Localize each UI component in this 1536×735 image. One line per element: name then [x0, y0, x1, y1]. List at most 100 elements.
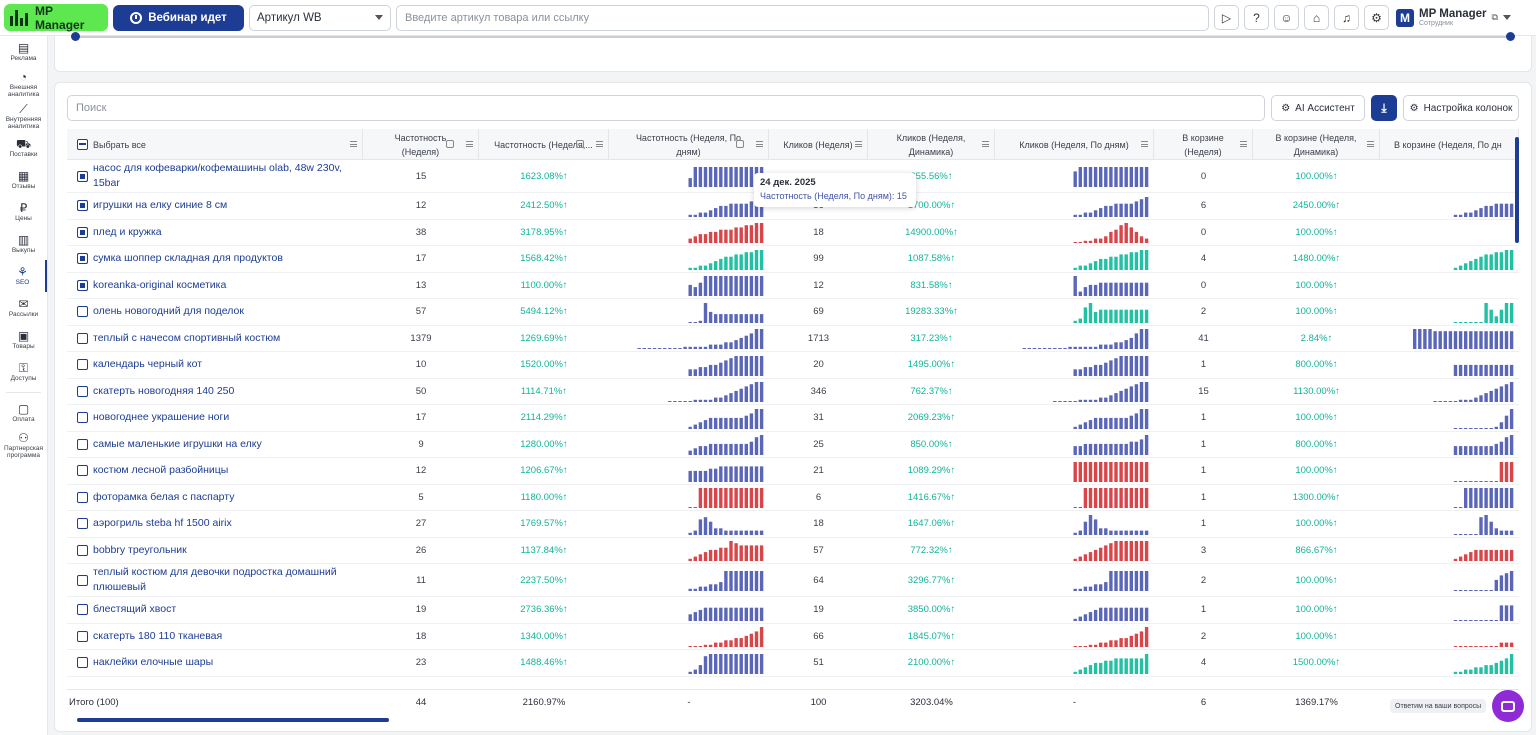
freq-sparkline[interactable]	[619, 327, 765, 350]
table-row[interactable]: игрушки на елку синие 8 см122412.50%↑361…	[67, 193, 1519, 220]
columns-settings-button[interactable]: ⚙ Настройка колонок	[1403, 95, 1519, 121]
row-checkbox[interactable]	[77, 544, 88, 556]
header-freq-week[interactable]: Частотность (Неделя)	[363, 129, 479, 160]
app-logo[interactable]: MP Manager	[4, 4, 108, 32]
freq-sparkline[interactable]	[619, 599, 765, 621]
freq-sparkline[interactable]	[619, 513, 765, 535]
keyword-text[interactable]: сумка шоппер складная для продуктов	[93, 252, 283, 265]
header-freq-dyn[interactable]: Частотность (Неделя,...	[479, 129, 609, 160]
cart-sparkline[interactable]	[1391, 625, 1515, 648]
clicks-sparkline[interactable]	[1004, 407, 1150, 429]
article-type-select[interactable]: Артикул WB	[249, 4, 391, 31]
keyword-text[interactable]: костюм лесной разбойницы	[93, 464, 229, 477]
row-checkbox[interactable]	[77, 332, 88, 344]
cart-sparkline[interactable]	[1391, 652, 1515, 674]
column-menu-icon[interactable]	[1141, 141, 1148, 147]
keyword-cell[interactable]: скатерть новогодняя 140 250	[67, 379, 363, 405]
table-row[interactable]: наклейки елочные шары 23 1488.46%↑ 51 2100.0…	[67, 650, 1519, 677]
freq-sparkline[interactable]	[619, 248, 765, 270]
keyword-text[interactable]: фоторамка белая с паспарту	[93, 490, 235, 503]
column-menu-icon[interactable]	[350, 141, 357, 147]
clicks-sparkline[interactable]	[1004, 354, 1150, 376]
keyword-text[interactable]: наклейки елочные шары	[93, 656, 214, 669]
clicks-sparkline[interactable]	[1004, 248, 1150, 270]
sidebar-item-9[interactable]: ▣ Товары	[0, 324, 47, 356]
freq-sparkline[interactable]	[619, 380, 765, 403]
cart-sparkline[interactable]	[1391, 599, 1515, 621]
graduation-icon[interactable]: ⌂	[1304, 5, 1329, 30]
row-checkbox[interactable]	[77, 170, 88, 182]
cart-sparkline[interactable]	[1391, 486, 1515, 509]
column-menu-icon[interactable]	[756, 141, 763, 147]
article-search-input[interactable]: Введите артикул товара или ссылку	[396, 4, 1209, 31]
keyword-text[interactable]: скатерть новогодняя 140 250	[93, 384, 235, 397]
cart-sparkline[interactable]	[1391, 513, 1515, 535]
chat-support-button[interactable]	[1492, 690, 1524, 722]
keyword-cell[interactable]: самые маленькие игрушки на елку	[67, 432, 363, 458]
sidebar-item-2[interactable]: ⟋ Внутренняя аналитика	[0, 100, 47, 132]
keyword-cell[interactable]: bobbry треугольник	[67, 538, 363, 564]
table-row[interactable]: самые маленькие игрушки на елку 9 1280.00%…	[67, 432, 1519, 458]
slider-handle-right[interactable]	[1506, 32, 1515, 41]
table-row[interactable]: скатерть новогодняя 140 250 50 1114.71%↑ 34…	[67, 379, 1519, 405]
sidebar-item-12[interactable]: ⚇ Партнерская программа	[0, 429, 47, 461]
keyword-text[interactable]: плед и кружка	[93, 225, 162, 238]
row-checkbox[interactable]	[77, 253, 88, 265]
row-checkbox[interactable]	[77, 465, 88, 477]
help-icon[interactable]: ?	[1244, 5, 1269, 30]
keyword-text[interactable]: аэрогриль steba hf 1500 airix	[93, 517, 232, 530]
freq-sparkline[interactable]	[619, 354, 765, 376]
keyword-cell[interactable]: новогоднее украшение ноги	[67, 405, 363, 431]
webinar-button[interactable]: Вебинар идет	[113, 4, 244, 31]
keyword-cell[interactable]: олень новогодний для поделок	[67, 299, 363, 325]
keyword-text[interactable]: насос для кофеварки/кофемашины olab, 48w…	[93, 162, 342, 189]
table-row[interactable]: насос для кофеварки/кофемашины olab, 48w…	[67, 160, 1519, 193]
clicks-sparkline[interactable]	[1004, 599, 1150, 621]
scrollbar-thumb[interactable]	[77, 718, 389, 722]
row-checkbox[interactable]	[77, 491, 88, 503]
copy-icon[interactable]: ⧉	[1491, 12, 1498, 22]
row-checkbox[interactable]	[77, 657, 88, 669]
row-checkbox[interactable]	[77, 438, 88, 450]
clicks-sparkline[interactable]	[1004, 652, 1150, 674]
cart-sparkline[interactable]	[1391, 354, 1515, 376]
header-cart-dyn[interactable]: В корзине (Неделя, Динамика)	[1253, 129, 1380, 160]
keyword-cell[interactable]: насос для кофеварки/кофемашины olab, 48w…	[67, 160, 363, 192]
cart-sparkline[interactable]	[1391, 569, 1515, 591]
table-row[interactable]: костюм лесной разбойницы 12 1206.67%↑ 21 108…	[67, 458, 1519, 485]
account-menu[interactable]: M MP Manager Сотрудник ⧉	[1396, 8, 1511, 27]
slider-handle-left[interactable]	[71, 32, 80, 41]
cart-sparkline[interactable]	[1391, 380, 1515, 403]
keyword-cell[interactable]: игрушки на елку синие 8 см	[67, 193, 363, 219]
cart-sparkline[interactable]	[1391, 460, 1515, 482]
column-menu-icon[interactable]	[1240, 141, 1247, 147]
clicks-sparkline[interactable]	[1004, 327, 1150, 350]
clicks-sparkline[interactable]	[1004, 513, 1150, 535]
row-checkbox[interactable]	[77, 412, 88, 424]
cart-sparkline[interactable]	[1391, 407, 1515, 429]
row-checkbox[interactable]	[77, 385, 88, 397]
keyword-cell[interactable]: koreanka-original косметика	[67, 273, 363, 299]
freq-sparkline[interactable]	[619, 165, 765, 187]
keyword-cell[interactable]: костюм лесной разбойницы	[67, 458, 363, 484]
clicks-sparkline[interactable]	[1004, 433, 1150, 456]
keyword-text[interactable]: календарь черный кот	[93, 358, 203, 371]
table-row[interactable]: плед и кружка 38 3178.95%↑ 18 14900.00%↑ 0 100…	[67, 220, 1519, 246]
column-menu-icon[interactable]	[1367, 141, 1374, 147]
column-menu-icon[interactable]	[982, 141, 989, 147]
select-all-checkbox[interactable]	[77, 139, 88, 150]
keyword-text[interactable]: самые маленькие игрушки на елку	[93, 437, 262, 450]
keyword-cell[interactable]: скатерть 180 110 тканевая	[67, 624, 363, 650]
table-row[interactable]: аэрогриль steba hf 1500 airix 27 1769.57%↑…	[67, 511, 1519, 538]
row-checkbox[interactable]	[77, 630, 88, 642]
freq-sparkline[interactable]	[619, 539, 765, 562]
table-row[interactable]: теплый костюм для девочки подростка дома…	[67, 564, 1519, 597]
sidebar-item-11[interactable]: ▢ Оплата	[0, 397, 47, 429]
keyword-text[interactable]: скатерть 180 110 тканевая	[93, 629, 223, 642]
smile-icon[interactable]: ☺	[1274, 5, 1299, 30]
sidebar-item-3[interactable]: ⛟ Поставки	[0, 132, 47, 164]
row-checkbox[interactable]	[77, 306, 88, 318]
chevron-down-icon[interactable]	[1502, 15, 1511, 20]
sidebar-item-5[interactable]: ₽ Цены	[0, 196, 47, 228]
freq-sparkline[interactable]	[619, 625, 765, 648]
